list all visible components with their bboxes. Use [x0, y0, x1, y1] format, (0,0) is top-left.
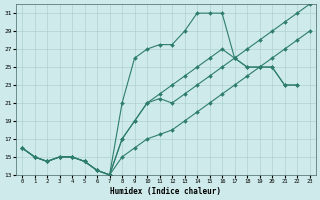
X-axis label: Humidex (Indice chaleur): Humidex (Indice chaleur)	[110, 187, 221, 196]
